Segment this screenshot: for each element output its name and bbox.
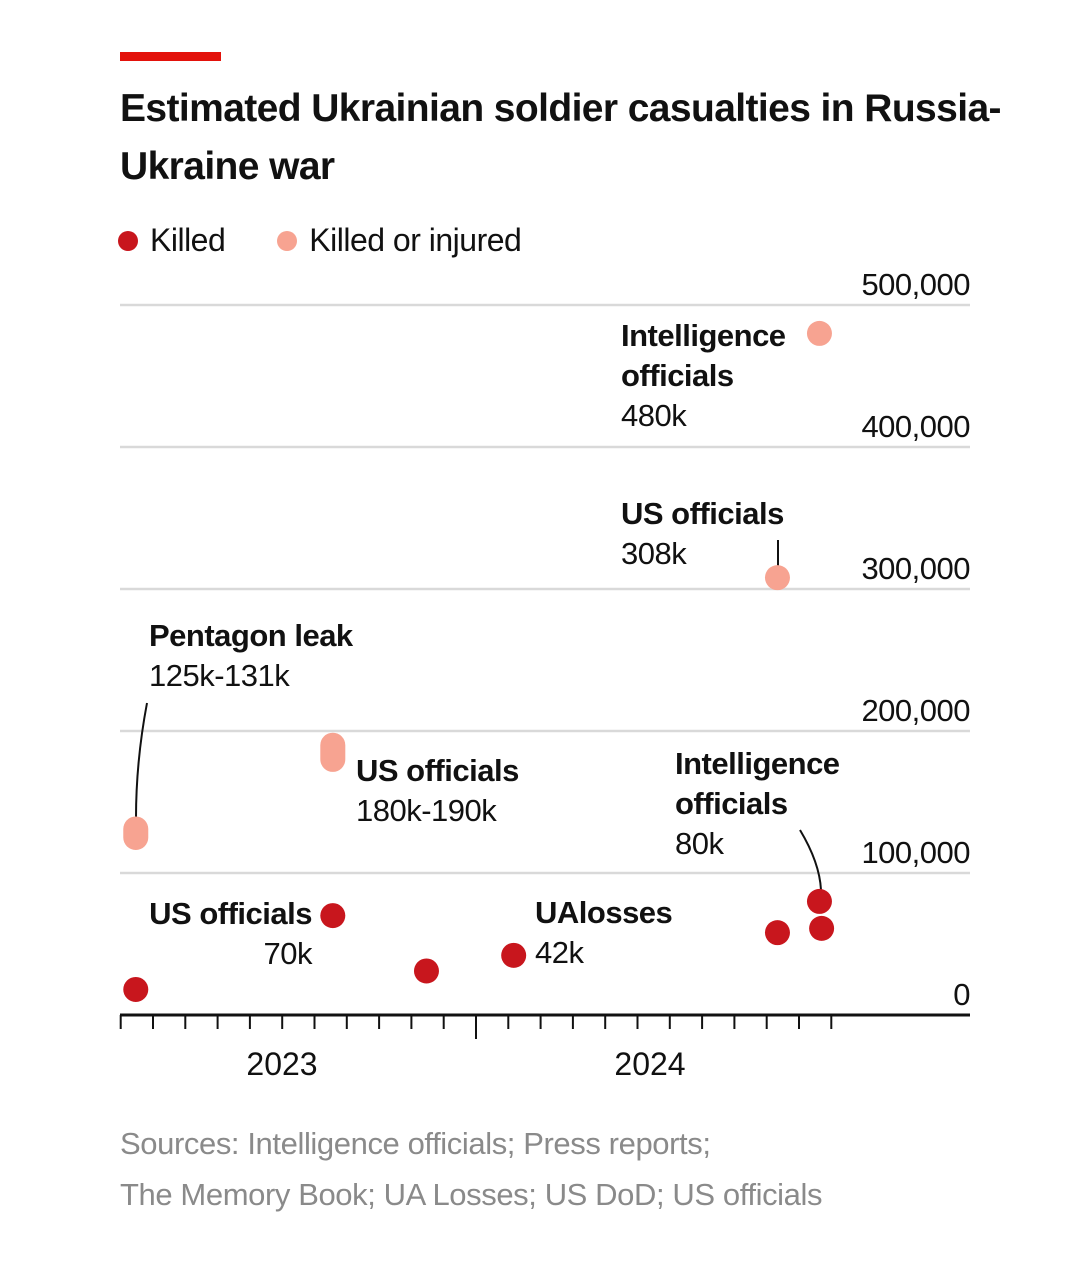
connector-pentagon-leak xyxy=(135,702,148,819)
annotation-value: 180k-190k xyxy=(356,793,497,828)
data-point-killed xyxy=(413,958,439,984)
x-tick-label: 2023 xyxy=(246,1046,317,1082)
annotation-label: Intelligence officials xyxy=(621,318,786,393)
annotation-label: Intelligence officials xyxy=(675,746,840,821)
data-point-killed xyxy=(764,920,790,946)
y-tick-label: 300,000 xyxy=(861,551,970,586)
annotation-value: 70k xyxy=(263,936,313,971)
data-point-killed xyxy=(806,888,832,914)
annotation-us-officials-308k: US officials 308k xyxy=(621,494,784,574)
annotation-label: UAlosses xyxy=(535,895,673,930)
annotation-value: 308k xyxy=(621,536,687,571)
annotation-label: Pentagon leak xyxy=(149,618,353,653)
data-point-killed xyxy=(123,976,149,1002)
y-tick-label: 400,000 xyxy=(861,409,970,444)
data-point-killed xyxy=(809,915,835,941)
accent-bar xyxy=(120,52,221,61)
connector-intelligence-80k xyxy=(799,829,822,891)
annotation-us-officials-wounded-2023: US officials 180k-190k xyxy=(356,751,519,831)
legend-item-killed: Killed xyxy=(118,222,226,259)
y-tick-label: 0 xyxy=(953,977,970,1012)
annotation-intelligence-480k: Intelligence officials 480k xyxy=(621,316,811,436)
range-mark-killed-or-injured xyxy=(320,732,346,772)
chart-title: Estimated Ukrainian soldier casualties i… xyxy=(120,87,1002,188)
legend-label-killed: Killed xyxy=(150,222,226,258)
legend-label-killed-or-injured: Killed or injured xyxy=(309,222,522,258)
legend: Killed Killed or injured xyxy=(118,222,573,259)
range-mark-killed-or-injured xyxy=(123,816,149,850)
annotation-pentagon-leak: Pentagon leak 125k-131k xyxy=(149,616,353,696)
annotation-value: 80k xyxy=(675,826,724,861)
source-line: Sources: Intelligence officials; Press r… xyxy=(120,1126,711,1161)
data-point-killed xyxy=(501,942,527,968)
annotation-ualosses: UAlosses 42k xyxy=(535,893,673,973)
legend-swatch-killed xyxy=(118,230,138,251)
x-tick-label: 2024 xyxy=(614,1046,685,1082)
data-point-killed-or-injured xyxy=(764,565,790,591)
annotation-value: 480k xyxy=(621,398,687,433)
source-note: Sources: Intelligence officials; Press r… xyxy=(120,1118,823,1220)
source-line: The Memory Book; UA Losses; US DoD; US o… xyxy=(120,1177,823,1212)
y-tick-label: 500,000 xyxy=(861,267,970,302)
data-point-killed-or-injured xyxy=(806,320,832,346)
annotation-us-officials-70k: US officials 70k xyxy=(138,894,312,974)
legend-swatch-killed-or-injured xyxy=(277,230,298,251)
annotation-label: US officials xyxy=(149,896,312,931)
y-tick-label: 100,000 xyxy=(861,835,970,870)
data-point-killed xyxy=(320,903,346,929)
legend-item-killed-or-injured: Killed or injured xyxy=(277,222,522,259)
annotation-value: 42k xyxy=(535,935,584,970)
y-tick-label: 200,000 xyxy=(861,693,970,728)
annotation-value: 125k-131k xyxy=(149,658,290,693)
annotation-label: US officials xyxy=(356,753,519,788)
annotation-label: US officials xyxy=(621,496,784,531)
annotation-intelligence-80k: Intelligence officials 80k xyxy=(675,744,865,864)
